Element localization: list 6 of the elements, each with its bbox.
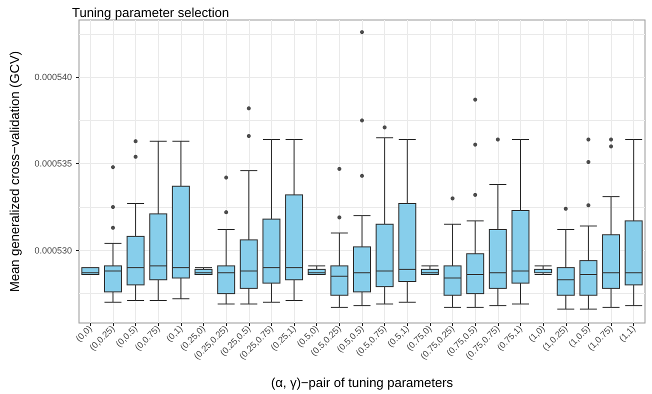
y-tick-label: 0.000540 — [34, 72, 72, 82]
chart-title: Tuning parameter selection — [72, 5, 230, 20]
y-axis-title: Mean generalized cross−validation (GCV) — [7, 51, 22, 292]
y-tick-label: 0.000535 — [34, 158, 72, 169]
y-tick-label: 0.000530 — [34, 245, 72, 256]
x-axis-title: (α, γ)−pair of tuning parameters — [270, 375, 454, 390]
